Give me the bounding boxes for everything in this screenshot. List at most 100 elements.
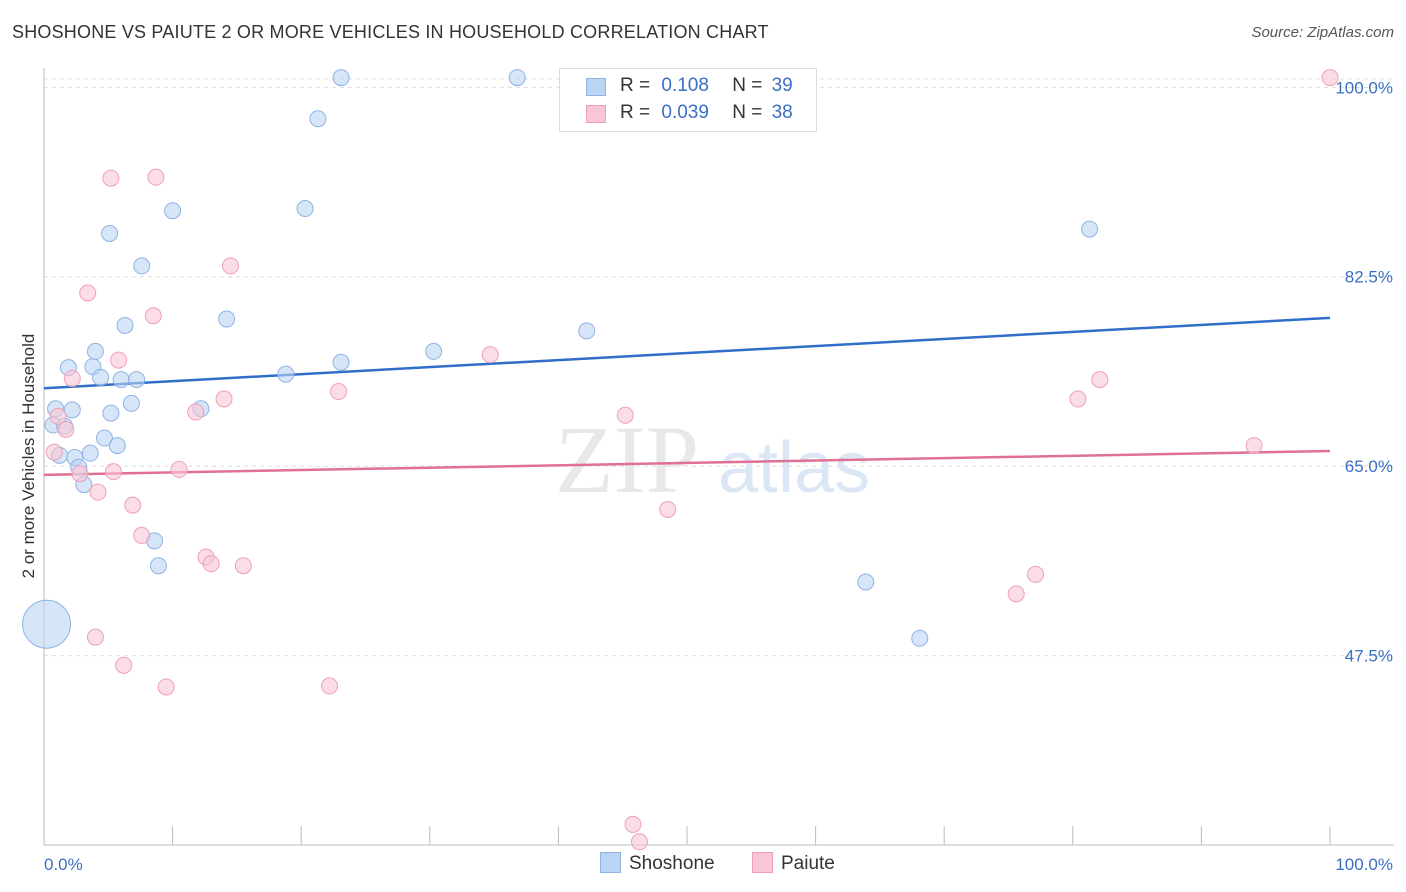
legend-swatch-paiute	[586, 105, 606, 123]
legend-r-value: 0.039	[661, 102, 709, 123]
shoshone-point	[149, 557, 167, 575]
paiute-point	[215, 390, 233, 408]
shoshone-swatch	[600, 852, 621, 873]
shoshone-point	[164, 202, 182, 220]
paiute-point	[79, 284, 97, 302]
shoshone-point	[133, 257, 151, 275]
x-tick-labels: 0.0% 100.0%	[44, 855, 1393, 874]
paiute-point	[110, 351, 128, 369]
x-tick-label: 0.0%	[44, 855, 83, 874]
paiute-point	[57, 420, 75, 438]
paiute-point	[202, 555, 220, 573]
legend-n-label: N =	[732, 102, 763, 123]
shoshone-point	[86, 342, 104, 360]
paiute-point	[234, 557, 252, 575]
shoshone-point	[95, 429, 113, 447]
shoshone-point	[309, 110, 327, 128]
paiute-point	[133, 526, 151, 544]
shoshone-point	[122, 394, 140, 412]
legend-n-value: 39	[771, 75, 793, 96]
paiute-point	[1321, 69, 1339, 87]
source-label: Source: ZipAtlas.com	[1251, 24, 1394, 41]
shoshone-point	[1081, 220, 1099, 238]
x-tick-label: 100.0%	[1335, 855, 1393, 874]
legend-r-label: R =	[620, 102, 651, 123]
trend-lines	[43, 316, 1331, 477]
shoshone-point	[425, 342, 443, 360]
paiute-point	[104, 463, 122, 481]
shoshone-point	[218, 310, 236, 328]
legend-r-label: R =	[620, 75, 651, 96]
shoshone-point	[911, 629, 929, 647]
legend-n-value: 38	[771, 102, 793, 123]
legend-r-value: 0.108	[661, 75, 709, 96]
paiute-point	[115, 656, 133, 674]
paiute-point	[624, 815, 642, 833]
shoshone-point	[101, 224, 119, 242]
paiute-trend-line	[43, 449, 1331, 477]
paiute-swatch	[752, 852, 773, 873]
paiute-point	[49, 407, 67, 425]
paiute-point	[102, 169, 120, 187]
paiute-point	[45, 443, 63, 461]
legend-n-label: N =	[732, 75, 763, 96]
watermark-zip: ZIP	[555, 406, 699, 513]
legend-item-paiute[interactable]: Paiute	[752, 852, 835, 875]
shoshone-label: Shoshone	[629, 853, 715, 874]
shoshone-point	[332, 69, 350, 87]
paiute-point	[616, 406, 634, 424]
y-tick-labels: 47.5% 65.0% 82.5% 100.0%	[1335, 78, 1393, 665]
axes	[43, 68, 1394, 846]
shoshone-point	[108, 437, 126, 455]
paiute-point	[170, 460, 188, 478]
paiute-point	[1027, 565, 1045, 583]
shoshone-point	[296, 200, 314, 218]
paiute-point	[86, 628, 104, 646]
paiute-point	[124, 496, 142, 514]
paiute-point	[1007, 585, 1025, 603]
shoshone-point	[116, 316, 134, 334]
paiute-point	[63, 369, 81, 387]
paiute-point	[659, 500, 677, 518]
paiute-point	[630, 833, 648, 851]
paiute-point	[144, 307, 162, 325]
paiute-point	[89, 483, 107, 501]
y-tick-label: 65.0%	[1345, 457, 1393, 476]
paiute-point	[187, 403, 205, 421]
shoshone-point	[102, 404, 120, 422]
shoshone-point	[22, 599, 72, 649]
shoshone-point	[112, 371, 130, 389]
paiute-point	[1245, 437, 1263, 455]
shoshone-point	[578, 322, 596, 340]
shoshone-point	[508, 69, 526, 87]
y-tick-label: 47.5%	[1345, 647, 1393, 666]
paiute-point	[481, 346, 499, 364]
shoshone-point	[128, 371, 146, 389]
paiute-point	[71, 465, 89, 483]
paiute-point	[320, 677, 338, 695]
paiute-point	[157, 678, 175, 696]
chart-title: SHOSHONE VS PAIUTE 2 OR MORE VEHICLES IN…	[12, 22, 769, 42]
data-points	[22, 69, 1339, 851]
y-tick-label: 82.5%	[1345, 268, 1393, 287]
paiute-point	[329, 382, 347, 400]
correlation-legend: R = 0.108 N = 39 R = 0.039 N = 38	[559, 68, 817, 132]
paiute-label: Paiute	[781, 853, 835, 874]
paiute-point	[221, 257, 239, 275]
paiute-point	[1069, 390, 1087, 408]
shoshone-point	[857, 573, 875, 591]
legend-item-shoshone[interactable]: Shoshone	[600, 852, 715, 875]
shoshone-point	[63, 401, 81, 419]
y-tick-label: 100.0%	[1335, 78, 1393, 97]
shoshone-point	[81, 444, 99, 462]
y-axis-label: 2 or more Vehicles in Household	[19, 334, 38, 579]
watermark-atlas: atlas	[718, 428, 870, 508]
paiute-point	[1091, 371, 1109, 389]
shoshone-point	[277, 365, 295, 383]
paiute-point	[147, 168, 165, 186]
shoshone-trend-line	[43, 316, 1331, 390]
legend-swatch-shoshone	[586, 78, 606, 96]
shoshone-point	[92, 368, 110, 386]
shoshone-point	[332, 353, 350, 371]
